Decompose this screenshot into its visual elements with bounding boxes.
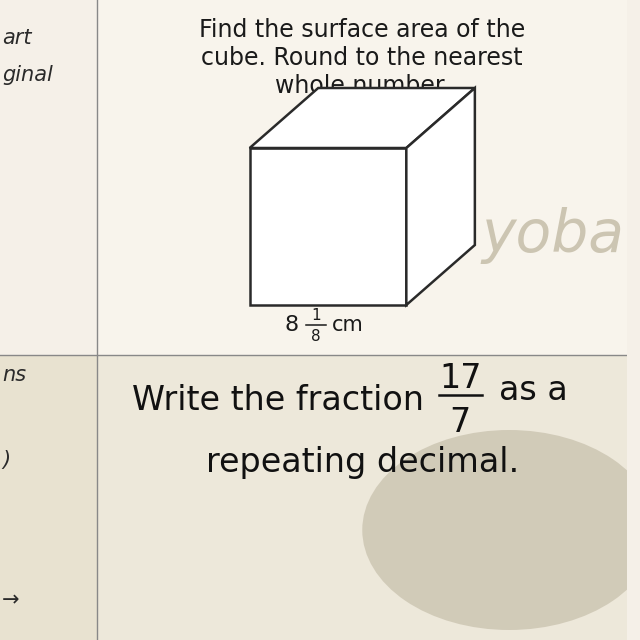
Text: Find the surface area of the
cube. Round to the nearest
whole number.: Find the surface area of the cube. Round… <box>199 18 525 98</box>
Ellipse shape <box>362 430 640 630</box>
Text: Write the fraction: Write the fraction <box>132 383 424 417</box>
Text: ): ) <box>2 450 10 470</box>
Bar <box>97 0 627 355</box>
Polygon shape <box>406 88 475 305</box>
Text: repeating decimal.: repeating decimal. <box>205 445 519 479</box>
Text: ns: ns <box>2 365 26 385</box>
Text: 7: 7 <box>449 406 471 438</box>
Text: as a: as a <box>499 374 568 406</box>
Text: 17: 17 <box>439 362 481 394</box>
Text: art: art <box>2 28 31 48</box>
Bar <box>97 355 627 640</box>
Bar <box>0 0 97 355</box>
Polygon shape <box>250 148 406 305</box>
Text: →: → <box>2 590 19 610</box>
Text: ginal: ginal <box>2 65 52 85</box>
Text: 1: 1 <box>312 307 321 323</box>
Bar <box>0 355 97 640</box>
Text: 8: 8 <box>285 315 299 335</box>
Polygon shape <box>250 88 475 148</box>
Text: cm: cm <box>332 315 364 335</box>
Text: yoba: yoba <box>482 207 625 264</box>
Text: 8: 8 <box>312 328 321 344</box>
